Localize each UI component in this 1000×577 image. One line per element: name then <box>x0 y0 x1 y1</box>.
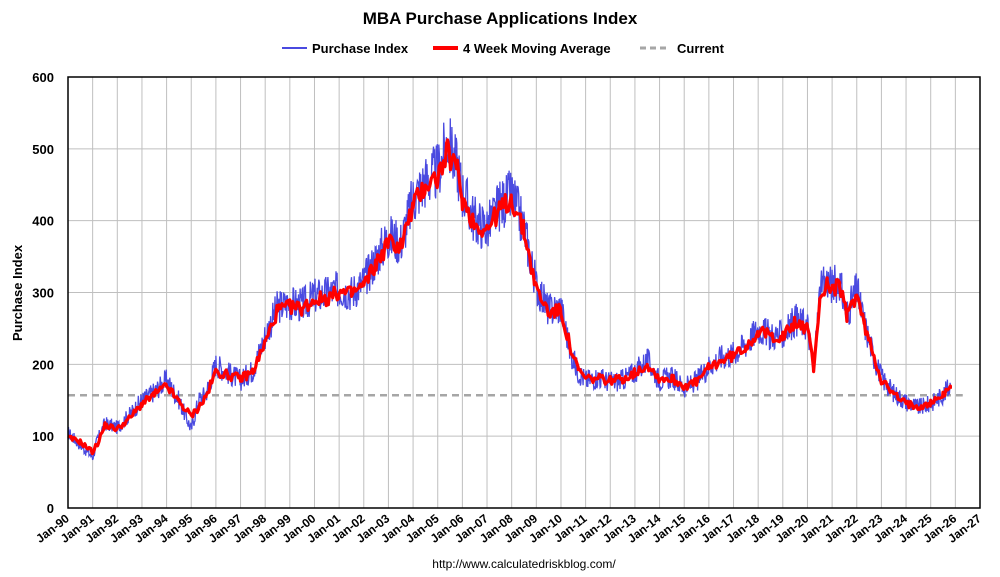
legend-label-purchase-index: Purchase Index <box>312 41 409 56</box>
legend: Purchase Index 4 Week Moving Average Cur… <box>282 41 725 56</box>
y-tick-label: 0 <box>47 501 54 516</box>
y-axis-label: Purchase Index <box>10 244 25 341</box>
y-tick-label: 200 <box>32 357 54 372</box>
legend-label-moving-average: 4 Week Moving Average <box>463 41 611 56</box>
x-tick-labels: Jan-90Jan-91Jan-92Jan-93Jan-94Jan-95Jan-… <box>33 511 984 546</box>
y-tick-label: 600 <box>32 70 54 85</box>
series-line-purchase-index <box>67 118 952 461</box>
series-line-moving-average <box>67 138 953 456</box>
plot-area-border <box>67 76 981 509</box>
y-tick-label: 400 <box>32 214 54 229</box>
y-tick-label: 100 <box>32 429 54 444</box>
source-url: http://www.calculatedriskblog.com/ <box>432 557 616 571</box>
y-tick-label: 500 <box>32 142 54 157</box>
y-tick-label: 300 <box>32 286 54 301</box>
chart-title: MBA Purchase Applications Index <box>363 9 638 28</box>
legend-label-current: Current <box>677 41 725 56</box>
y-tick-labels: 0 100 200 300 400 500 600 <box>32 70 54 516</box>
